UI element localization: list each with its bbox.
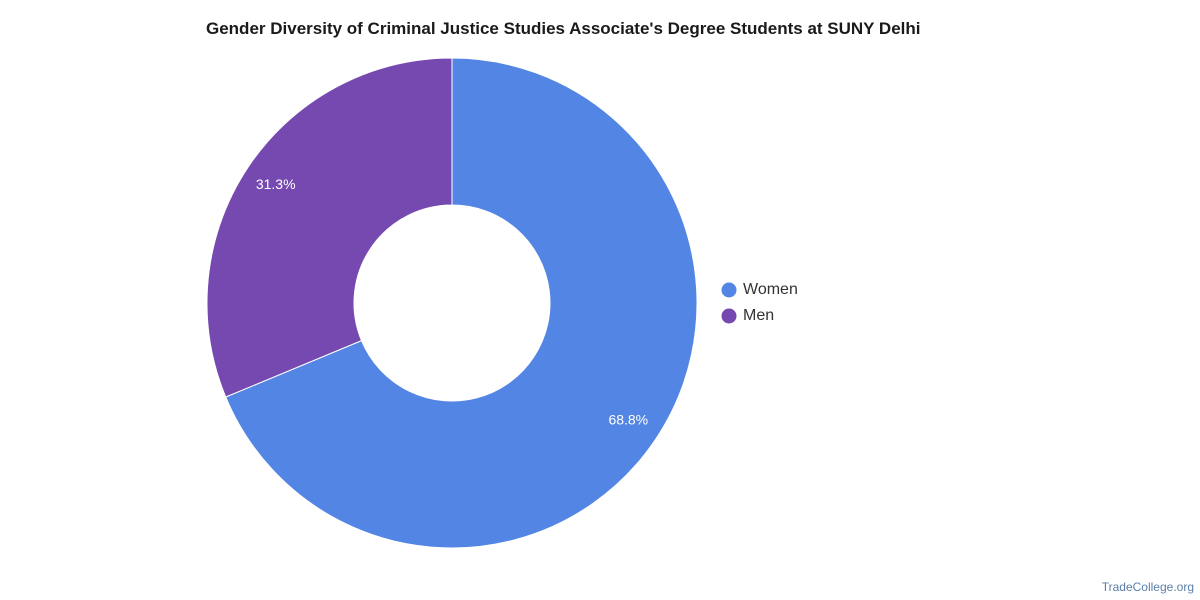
- slice-men[interactable]: [206, 57, 453, 398]
- legend-label-women[interactable]: Women: [743, 281, 798, 298]
- slice-women[interactable]: [225, 57, 698, 549]
- source-link[interactable]: TradeCollege.org: [1102, 580, 1194, 594]
- donut-slices: [206, 57, 698, 549]
- legend: Women Men: [721, 281, 798, 324]
- slice-labels: 68.8% 31.3%: [256, 176, 648, 427]
- slice-label-women: 68.8%: [608, 411, 648, 427]
- chart-title: Gender Diversity of Criminal Justice Stu…: [206, 19, 921, 38]
- legend-swatch-men: [721, 308, 737, 324]
- legend-label-men[interactable]: Men: [743, 307, 774, 324]
- legend-swatch-women: [721, 282, 737, 298]
- slice-label-men: 31.3%: [256, 176, 296, 192]
